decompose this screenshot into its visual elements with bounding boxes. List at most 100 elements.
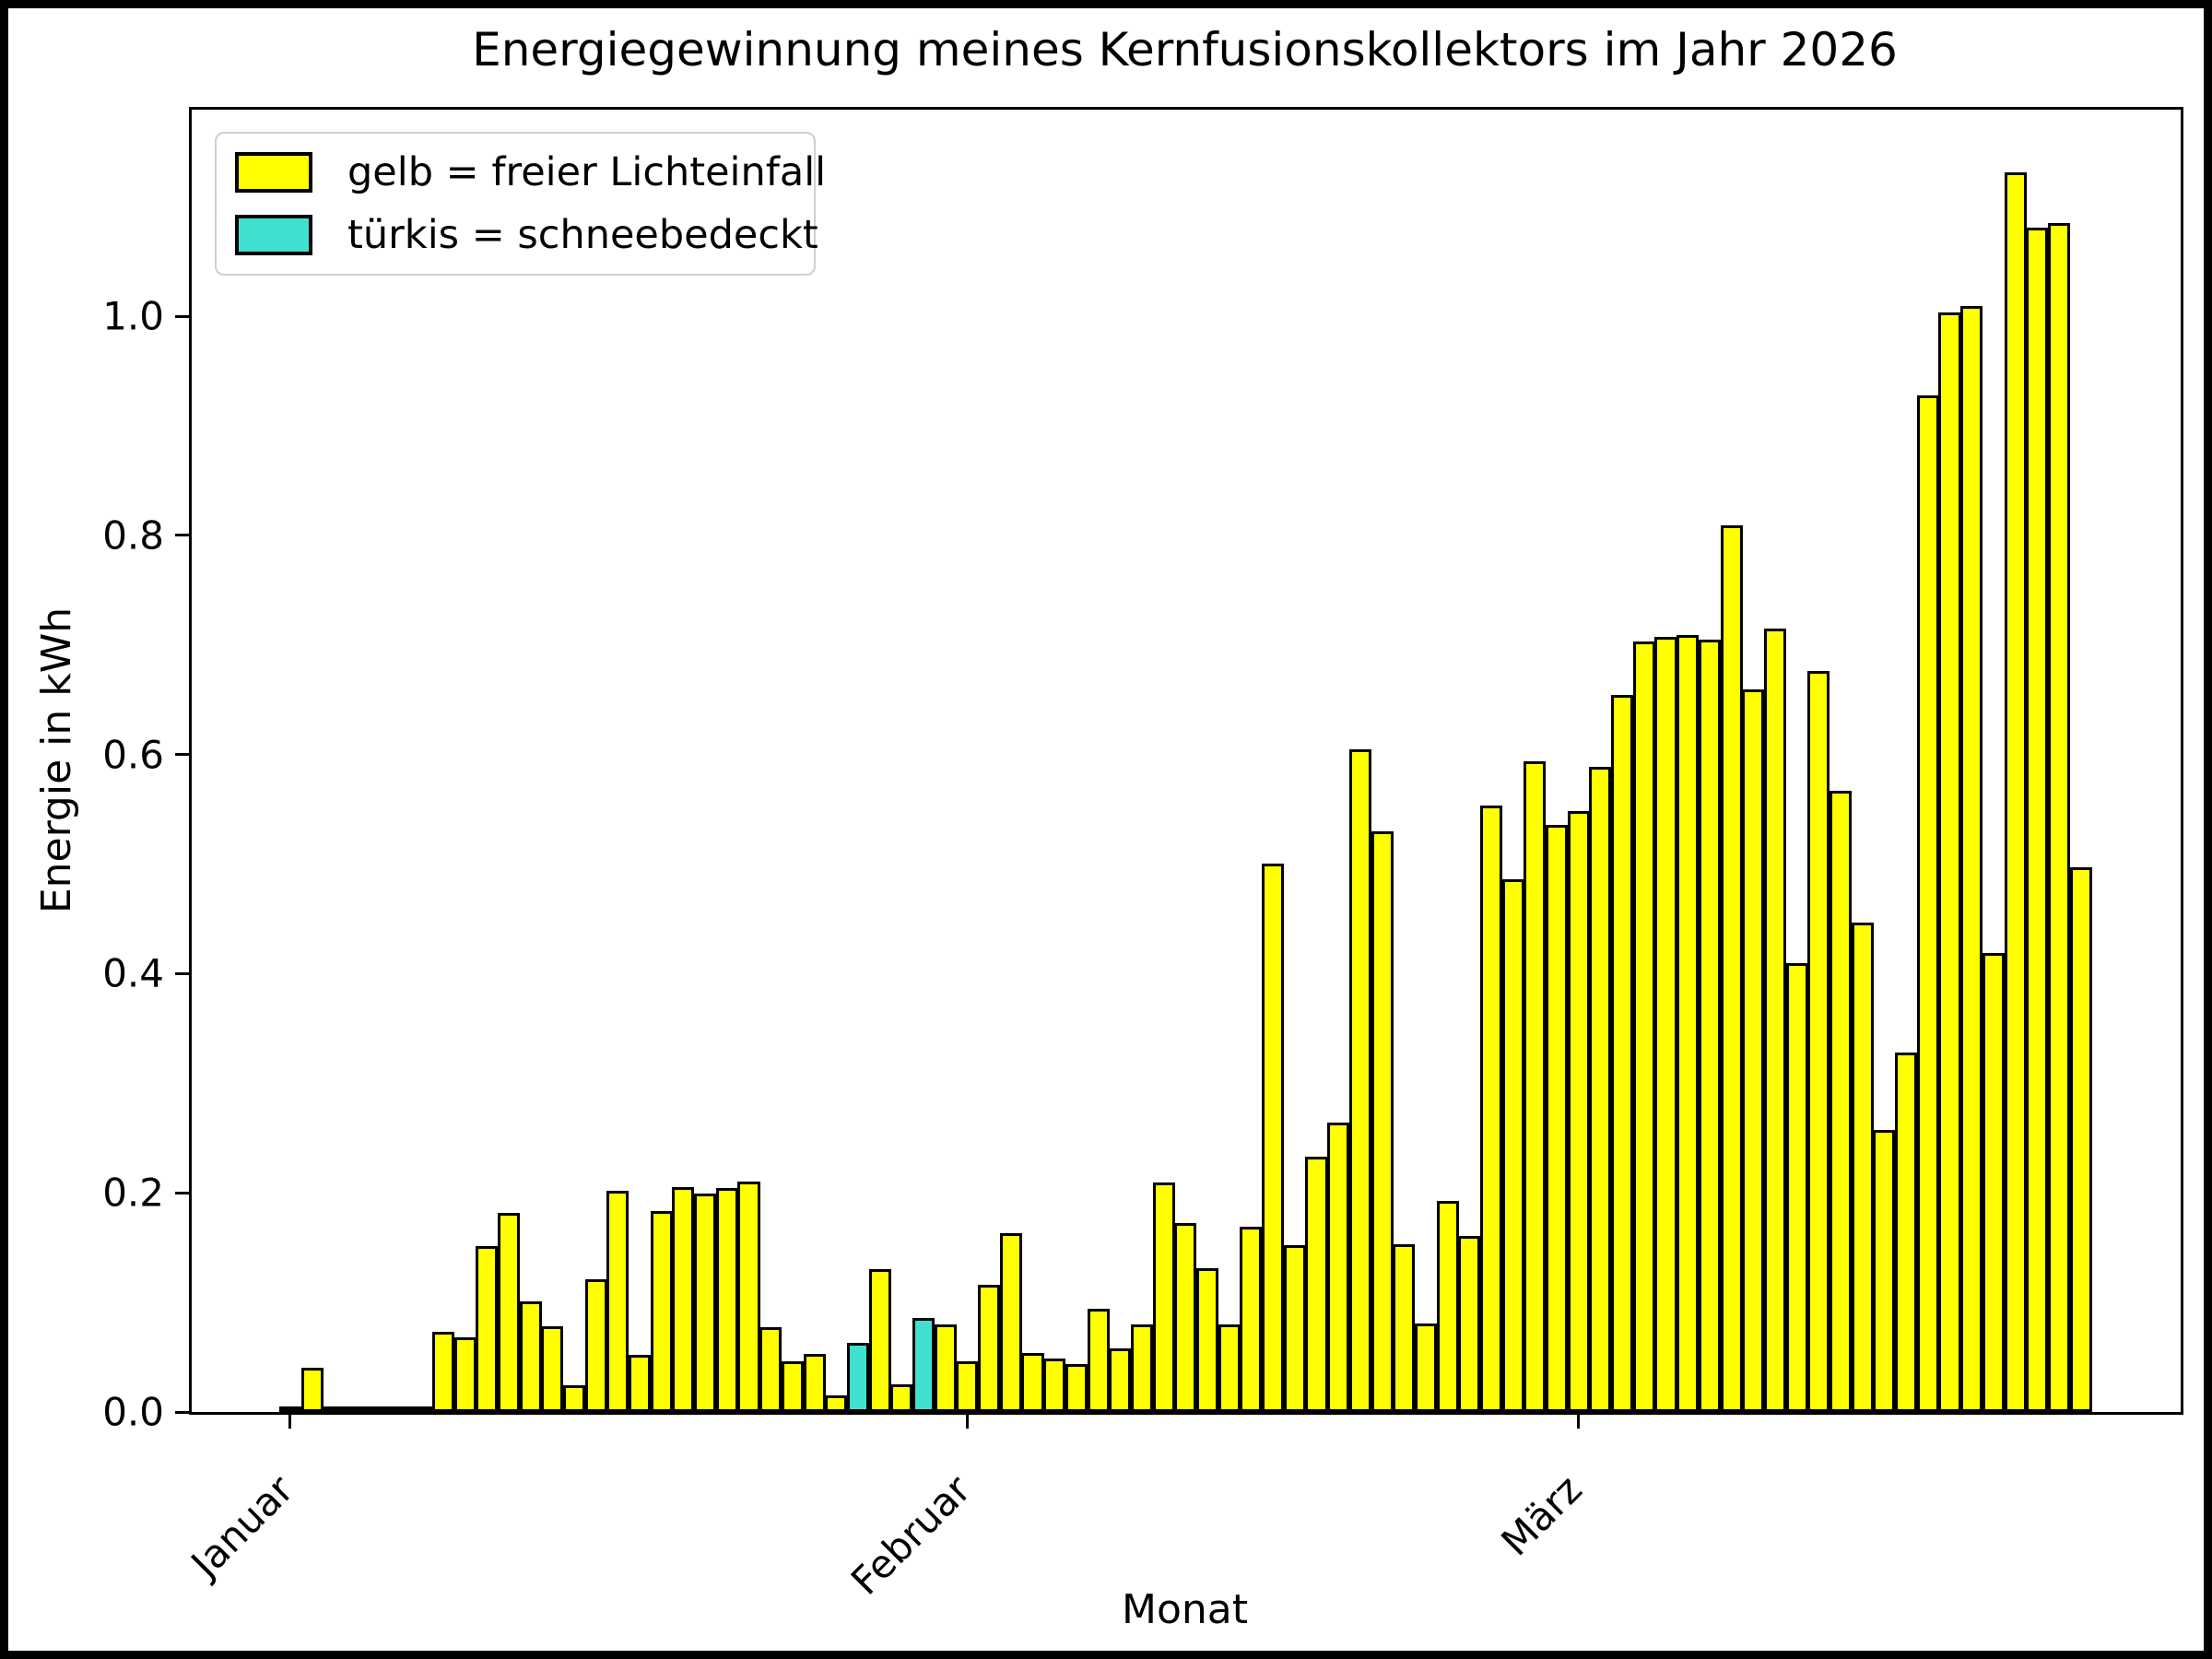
y-axis-label-wrap: Energie in kWh xyxy=(33,484,80,1037)
bar-day-18 xyxy=(650,1211,673,1412)
bar-day-21 xyxy=(715,1188,738,1412)
bar-day-55 xyxy=(1458,1236,1481,1412)
bar-day-38 xyxy=(1087,1309,1110,1412)
bar-day-3 xyxy=(323,1406,346,1412)
bar-day-65 xyxy=(1677,635,1700,1412)
bar-day-57 xyxy=(1501,879,1524,1412)
bar-day-14 xyxy=(562,1385,586,1412)
bar-day-69 xyxy=(1763,629,1786,1412)
bar-day-6 xyxy=(388,1406,411,1412)
legend-swatch-free-light xyxy=(235,152,312,193)
bar-day-25 xyxy=(803,1354,826,1412)
y-tick-1.0 xyxy=(175,314,189,318)
bar-day-44 xyxy=(1218,1324,1241,1412)
bar-day-75 xyxy=(1895,1053,1918,1412)
bar-day-15 xyxy=(584,1279,607,1412)
bar-day-24 xyxy=(781,1361,804,1412)
bar-day-54 xyxy=(1436,1201,1459,1412)
legend-swatch-snow-covered xyxy=(235,215,312,255)
bar-day-50 xyxy=(1348,749,1371,1412)
x-tick-Februar xyxy=(965,1415,969,1429)
bar-day-42 xyxy=(1174,1223,1197,1412)
legend-label-snow-covered: türkis = schneebedeckt xyxy=(347,212,818,258)
bar-day-9 xyxy=(453,1337,477,1412)
bar-day-13 xyxy=(541,1326,564,1412)
bar-day-53 xyxy=(1414,1324,1437,1412)
chart-title: Energiegewinnung meines Kernfusionskolle… xyxy=(472,23,1898,76)
bar-day-58 xyxy=(1524,761,1547,1412)
bar-day-47 xyxy=(1283,1245,1306,1412)
bar-day-68 xyxy=(1742,689,1765,1412)
bar-day-23 xyxy=(759,1327,782,1412)
legend-item-free-light: gelb = freier Lichteinfall xyxy=(235,149,826,195)
y-tick-0.0 xyxy=(175,1410,189,1414)
bar-day-20 xyxy=(694,1194,717,1412)
bar-day-51 xyxy=(1371,831,1394,1412)
bar-day-82 xyxy=(2047,223,2070,1412)
bar-day-41 xyxy=(1152,1182,1175,1412)
bar-day-66 xyxy=(1698,640,1721,1412)
bar-day-28 xyxy=(868,1269,891,1412)
y-tick-label-0.4: 0.4 xyxy=(102,950,164,996)
bar-day-1 xyxy=(279,1406,302,1412)
bar-day-5 xyxy=(366,1406,389,1412)
bar-day-39 xyxy=(1109,1348,1132,1412)
bar-day-60 xyxy=(1567,811,1590,1412)
bar-day-43 xyxy=(1195,1268,1219,1412)
bar-day-34 xyxy=(999,1233,1022,1412)
bar-day-81 xyxy=(2026,228,2049,1412)
y-tick-0.2 xyxy=(175,1191,189,1194)
bar-day-78 xyxy=(1960,306,1983,1412)
bar-day-83 xyxy=(2069,867,2092,1412)
bar-day-7 xyxy=(410,1406,433,1412)
bar-day-45 xyxy=(1240,1227,1263,1412)
bar-day-37 xyxy=(1065,1364,1088,1412)
y-tick-0.8 xyxy=(175,534,189,537)
bar-day-76 xyxy=(1916,395,1939,1412)
bar-day-12 xyxy=(519,1301,542,1412)
bar-day-52 xyxy=(1393,1244,1416,1412)
legend-item-snow-covered: türkis = schneebedeckt xyxy=(235,212,818,258)
bar-day-11 xyxy=(497,1213,520,1412)
bar-day-40 xyxy=(1130,1324,1153,1412)
y-tick-label-0.6: 0.6 xyxy=(102,732,164,778)
bar-day-27 xyxy=(846,1343,870,1412)
bar-day-35 xyxy=(1021,1353,1044,1412)
plot-area xyxy=(189,107,2183,1415)
x-tick-label-Februar: Februar xyxy=(841,1466,980,1604)
bar-day-32 xyxy=(956,1361,979,1412)
x-axis-label: Monat xyxy=(1122,1586,1248,1633)
y-tick-label-1.0: 1.0 xyxy=(102,293,164,339)
legend: gelb = freier Lichteinfall türkis = schn… xyxy=(215,132,826,276)
bar-day-33 xyxy=(978,1285,1001,1412)
y-tick-0.4 xyxy=(175,971,189,975)
bar-day-36 xyxy=(1043,1359,1066,1412)
y-tick-label-0.8: 0.8 xyxy=(102,512,164,559)
legend-label-free-light: gelb = freier Lichteinfall xyxy=(347,149,827,195)
y-tick-0.6 xyxy=(175,753,189,757)
y-tick-label-0.0: 0.0 xyxy=(102,1389,164,1435)
bar-day-4 xyxy=(345,1406,368,1412)
bar-day-62 xyxy=(1611,695,1634,1412)
bar-day-26 xyxy=(825,1395,848,1412)
bar-day-67 xyxy=(1720,525,1743,1412)
bar-day-70 xyxy=(1785,963,1808,1412)
bar-day-10 xyxy=(476,1246,499,1412)
bar-day-22 xyxy=(737,1182,760,1412)
bar-day-72 xyxy=(1829,791,1853,1412)
bar-day-16 xyxy=(606,1191,629,1412)
bar-day-71 xyxy=(1807,671,1830,1412)
bar-day-73 xyxy=(1851,923,1874,1412)
bar-day-77 xyxy=(1938,312,1961,1412)
bar-day-61 xyxy=(1589,767,1612,1412)
bar-day-2 xyxy=(300,1368,324,1412)
bar-day-59 xyxy=(1546,825,1569,1412)
bar-day-17 xyxy=(629,1355,652,1412)
y-axis-label: Energie in kWh xyxy=(33,606,80,914)
x-tick-März xyxy=(1577,1415,1581,1429)
bar-day-80 xyxy=(2004,172,2027,1412)
x-tick-label-März: März xyxy=(1492,1466,1591,1565)
bar-day-79 xyxy=(1982,953,2005,1412)
bar-day-64 xyxy=(1654,637,1677,1412)
bar-day-29 xyxy=(890,1384,913,1412)
